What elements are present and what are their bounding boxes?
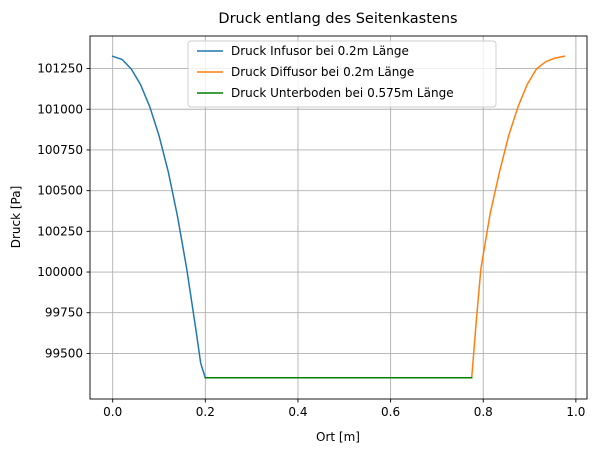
y-axis-label: Druck [Pa] <box>9 186 23 249</box>
x-tick-label: 0.2 <box>196 405 215 419</box>
y-tick-label: 101250 <box>37 62 83 76</box>
x-axis-label: Ort [m] <box>316 430 360 444</box>
axis-ticks: 0.0 0.2 0.4 0.6 0.8 1.0 99500 99750 100000 100250… <box>37 62 585 419</box>
y-tick-label: 101000 <box>37 102 83 116</box>
y-tick-label: 100000 <box>37 265 83 279</box>
y-tick-label: 100500 <box>37 184 83 198</box>
y-tick-label: 99750 <box>45 306 83 320</box>
x-tick-label: 0.6 <box>381 405 400 419</box>
y-tick-label: 100250 <box>37 224 83 238</box>
legend-label-infusor: Druck Infusor bei 0.2m Länge <box>231 44 409 58</box>
x-tick-label: 1.0 <box>566 405 585 419</box>
chart-title: Druck entlang des Seitenkastens <box>218 11 457 27</box>
x-tick-label: 0.8 <box>474 405 493 419</box>
y-tick-label: 100750 <box>37 143 83 157</box>
legend-label-diffusor: Druck Diffusor bei 0.2m Länge <box>231 65 414 79</box>
y-tick-label: 99500 <box>45 346 83 360</box>
legend-label-unterboden: Druck Unterboden bei 0.575m Länge <box>231 86 454 100</box>
x-tick-label: 0.0 <box>103 405 122 419</box>
legend: Druck Infusor bei 0.2m Länge Druck Diffu… <box>188 41 496 107</box>
x-tick-label: 0.4 <box>288 405 307 419</box>
